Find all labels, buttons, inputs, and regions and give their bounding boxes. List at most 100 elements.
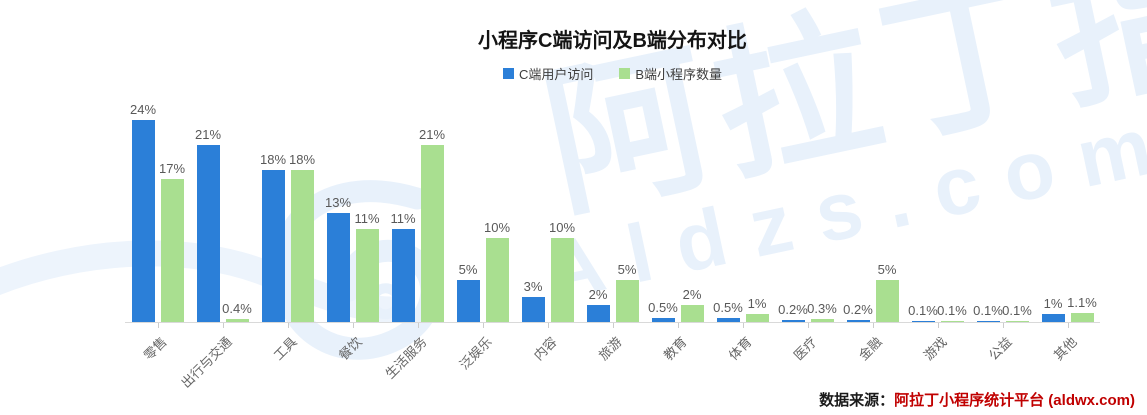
x-axis-label-text: 泛娱乐 <box>457 334 496 373</box>
x-axis-label-text: 其他 <box>1051 334 1081 364</box>
x-axis-tick <box>547 323 549 328</box>
x-axis-label-工具: 工具 <box>255 322 320 392</box>
bar-c-生活服务[interactable]: 11% <box>390 211 416 322</box>
bar-group: 0.5% 2% <box>645 90 710 322</box>
bar-group: 13% 11% <box>320 90 385 322</box>
bar-group: 0.1% 0.1% <box>970 90 1035 322</box>
bar-c-餐饮[interactable]: 13% <box>325 195 351 322</box>
bar-b-餐饮[interactable]: 11% <box>354 211 380 322</box>
bar-c-泛娱乐[interactable]: 5% <box>456 262 480 322</box>
x-axis-tick <box>612 323 614 328</box>
bar-b-旅游[interactable]: 5% <box>615 262 639 322</box>
bar-b-金融[interactable]: 5% <box>875 262 899 322</box>
x-axis-tick <box>742 323 744 328</box>
bar-value-label: 10% <box>483 219 511 235</box>
bar-group: 5% 10% <box>450 90 515 322</box>
bar-value-label: 0.1% <box>908 303 938 318</box>
bar-value-label: 1.1% <box>1067 294 1097 310</box>
bar-c-内容[interactable]: 3% <box>521 279 545 322</box>
bar-c-医疗[interactable]: 0.2% <box>778 302 808 322</box>
bar-b-其他[interactable]: 1.1% <box>1067 295 1097 322</box>
bar-value-label: 13% <box>324 194 352 210</box>
bar-c-零售[interactable]: 24% <box>130 102 156 322</box>
bar-b-工具[interactable]: 18% <box>289 152 315 322</box>
bar-c-其他[interactable]: 1% <box>1041 296 1065 322</box>
bar-c-旅游[interactable]: 2% <box>586 287 610 322</box>
bar-value-label: 1% <box>1043 295 1063 311</box>
page-title: 小程序C端访问及B端分布对比 <box>478 30 747 52</box>
legend-swatch-b-icon <box>619 68 631 79</box>
bar-b-泛娱乐[interactable]: 10% <box>484 220 510 322</box>
bar-value-label: 2% <box>588 287 608 303</box>
bar-value-label: 1% <box>747 295 767 311</box>
legend-label-c: C端用户访问 <box>518 67 594 82</box>
x-axis-label-医疗: 医疗 <box>775 322 840 392</box>
x-axis-label-text: 教育 <box>661 334 691 364</box>
bar-value-label: 18% <box>259 152 287 168</box>
bar-group: 1% 1.1% <box>1035 90 1100 322</box>
bar-c-体育[interactable]: 0.5% <box>713 300 743 322</box>
x-axis-label-餐饮: 餐饮 <box>320 322 385 392</box>
bar-value-label: 10% <box>548 219 576 235</box>
data-source-name: 阿拉丁小程序统计平台 (aldwx.com) <box>894 392 1135 409</box>
x-axis-tick <box>222 323 224 328</box>
bar-value-label: 0.1% <box>973 303 1003 318</box>
bar-value-label: 0.5% <box>713 299 743 315</box>
bar-b-内容[interactable]: 10% <box>549 220 575 322</box>
bar-group: 18% 18% <box>255 90 320 322</box>
bar-value-label: 0.3% <box>807 301 837 317</box>
legend-item-b-series[interactable]: B端小程序数量 <box>619 64 722 83</box>
x-axis-label-旅游: 旅游 <box>580 322 645 392</box>
legend-label-b: B端小程序数量 <box>635 67 723 82</box>
bar-b-体育[interactable]: 1% <box>745 296 769 322</box>
data-source-note: 数据来源：阿拉丁小程序统计平台 (aldwx.com) <box>819 389 1135 410</box>
bar-group: 3% 10% <box>515 90 580 322</box>
chart-legend: C端用户访问 B端小程序数量 <box>125 64 1100 83</box>
x-axis-tick <box>1067 323 1069 328</box>
legend-item-c-series[interactable]: C端用户访问 <box>502 64 594 83</box>
bar-b-公益[interactable]: 0.1% <box>1002 303 1032 322</box>
bar-b-零售[interactable]: 17% <box>159 161 185 322</box>
x-axis-label-出行与交通: 出行与交通 <box>179 322 255 392</box>
bar-c-公益[interactable]: 0.1% <box>973 303 1003 322</box>
x-axis-tick <box>157 323 159 328</box>
bar-value-label: 17% <box>158 160 186 176</box>
x-axis-label-text: 零售 <box>141 334 171 364</box>
bar-value-label: 21% <box>418 127 446 143</box>
bar-value-label: 0.1% <box>937 303 967 318</box>
bar-value-label: 5% <box>877 261 897 277</box>
bar-group: 2% 5% <box>580 90 645 322</box>
bar-b-教育[interactable]: 2% <box>680 287 704 322</box>
bar-c-出行与交通[interactable]: 21% <box>195 127 221 322</box>
bar-b-生活服务[interactable]: 21% <box>419 127 445 322</box>
bar-value-label: 18% <box>288 152 316 168</box>
x-axis-tick <box>482 323 484 328</box>
x-axis-labels: 零售 出行与交通 工具 餐饮 生活服务 泛娱乐 内容 旅游 教育 体育 医疗 金融 游戏 公益 其他 <box>125 322 1100 392</box>
bar-value-label: 11% <box>354 211 380 227</box>
x-axis-label-泛娱乐: 泛娱乐 <box>450 322 515 392</box>
bar-value-label: 0.4% <box>222 300 252 316</box>
bar-value-label: 0.5% <box>648 299 678 315</box>
bar-value-label: 0.1% <box>1002 303 1032 318</box>
bar-group: 0.1% 0.1% <box>905 90 970 322</box>
x-axis-label-教育: 教育 <box>645 322 710 392</box>
bar-group: 11% 21% <box>385 90 450 322</box>
bar-c-金融[interactable]: 0.2% <box>843 302 873 322</box>
bar-b-医疗[interactable]: 0.3% <box>807 301 837 322</box>
x-axis-label-text: 旅游 <box>596 334 626 364</box>
x-axis-label-text: 餐饮 <box>336 334 366 364</box>
bar-c-教育[interactable]: 0.5% <box>648 300 678 322</box>
bar-value-label: 5% <box>458 261 478 277</box>
bar-value-label: 5% <box>617 261 637 277</box>
x-axis-label-体育: 体育 <box>710 322 775 392</box>
x-axis-label-text: 体育 <box>726 334 756 364</box>
bar-b-游戏[interactable]: 0.1% <box>937 303 967 322</box>
bar-c-游戏[interactable]: 0.1% <box>908 303 938 322</box>
bar-c-工具[interactable]: 18% <box>260 152 286 322</box>
bar-group: 24% 17% <box>125 90 190 322</box>
x-axis-label-生活服务: 生活服务 <box>383 322 450 392</box>
x-axis-label-text: 工具 <box>271 334 301 364</box>
x-axis-label-公益: 公益 <box>970 322 1035 392</box>
x-axis-label-金融: 金融 <box>840 322 905 392</box>
